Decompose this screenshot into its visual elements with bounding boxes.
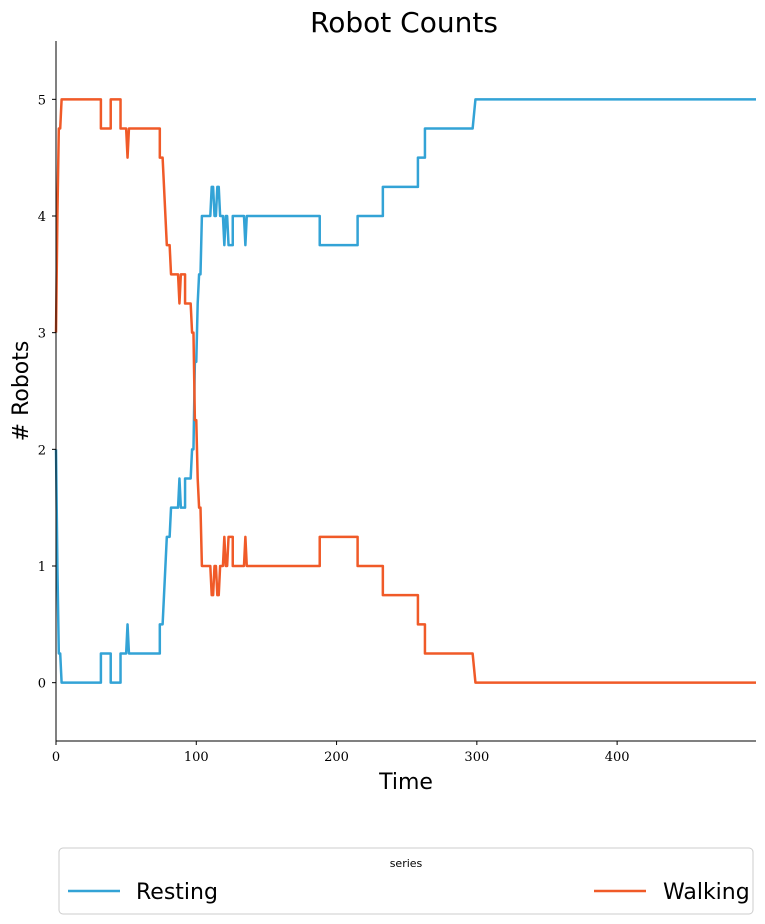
legend-title: series — [390, 857, 423, 870]
series-line-walking — [54, 98, 756, 684]
y-tick-label: 2 — [38, 443, 46, 458]
x-tick-label: 100 — [184, 750, 209, 765]
x-tick-label: 0 — [52, 750, 60, 765]
y-tick-label: 3 — [38, 327, 46, 342]
x-tick-label: 300 — [464, 750, 489, 765]
plot-area: 0 100 200 300 400 0 1 2 3 4 5 — [38, 41, 756, 765]
x-tick-label: 400 — [605, 750, 630, 765]
legend-box — [58, 847, 754, 915]
y-tick-label: 4 — [38, 210, 46, 225]
legend: series Resting Walking — [58, 847, 754, 915]
legend-label-walking: Walking — [663, 880, 750, 905]
x-ticks: 0 100 200 300 400 — [52, 741, 630, 765]
y-tick-label: 5 — [38, 93, 46, 108]
y-tick-label: 1 — [38, 560, 46, 575]
y-ticks: 0 1 2 3 4 5 — [38, 93, 56, 692]
y-tick-label: 0 — [38, 677, 46, 692]
chart-title: Robot Counts — [310, 6, 498, 39]
y-axis-label: # Robots — [9, 341, 34, 442]
legend-label-resting: Resting — [136, 880, 218, 905]
x-axis-label: Time — [378, 770, 433, 795]
series-line-resting — [54, 98, 756, 684]
x-tick-label: 200 — [324, 750, 349, 765]
series-lines — [54, 98, 756, 684]
